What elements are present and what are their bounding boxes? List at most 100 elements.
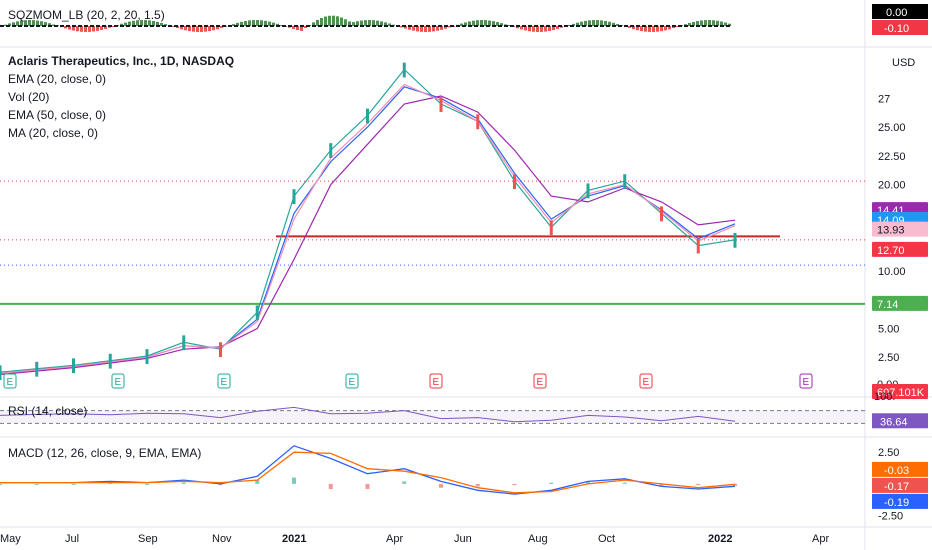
macd-badge-text-1: -0.17	[884, 481, 909, 493]
candle-16	[586, 183, 590, 199]
sqz-bar-268	[268, 21, 271, 26]
sqz-bar-552	[552, 26, 555, 31]
sqz-bar-120	[120, 23, 123, 26]
macd-badge-0: -0.03	[872, 461, 928, 477]
price-badge-6: 607.101K	[872, 384, 928, 399]
sqz-bar-728	[728, 23, 731, 26]
candle-19	[696, 238, 700, 254]
price-tick-10: 27	[878, 93, 890, 105]
sqz-bar-676	[676, 26, 679, 27]
price-tick-2: 5.00	[878, 323, 899, 335]
macd-badge-1: -0.17	[872, 477, 928, 493]
candle-12	[439, 97, 443, 112]
sqz-bar-316	[316, 19, 319, 26]
sqz-bar-460	[460, 23, 463, 26]
sqz-bar-432	[432, 26, 435, 32]
sqz-bar-152	[152, 21, 155, 26]
sqz-bar-328	[328, 15, 331, 26]
sqz-bar-540	[540, 26, 543, 32]
earnings-marker-label-6: E	[643, 377, 650, 388]
sqz-bar-320	[320, 17, 323, 26]
macd-label: MACD (12, 26, close, 9, EMA, EMA)	[8, 446, 202, 460]
candle-0	[0, 365, 2, 381]
rsi-label: RSI (14, close)	[8, 404, 88, 418]
sqz-bar-248	[248, 20, 251, 26]
candle-6	[219, 342, 222, 358]
price-badge-text-4: 7.14	[877, 299, 898, 311]
sqz-badge-0: 0.00	[872, 4, 928, 19]
sqz-bar-580	[580, 21, 583, 26]
sqz-bar-632	[632, 26, 635, 30]
candle-13	[476, 114, 480, 130]
sqz-bar-644	[644, 26, 647, 32]
earnings-marker-0: E	[3, 373, 17, 389]
candle-10	[366, 108, 369, 124]
sqz-bar-124	[124, 22, 127, 26]
macd-hist-9	[328, 483, 333, 489]
x-tick-5: Apr	[386, 533, 403, 545]
x-tick-2: Sep	[138, 533, 158, 545]
rsi-tick-100: 100.	[874, 391, 895, 403]
indicator-ema20: EMA (20, close, 0)	[8, 72, 107, 86]
rsi-line	[0, 406, 736, 423]
sqz-bar-608	[608, 21, 611, 26]
sqz-bar-324	[324, 16, 327, 26]
earnings-marker-label-4: E	[433, 377, 440, 388]
sqz-bar-724	[724, 22, 727, 26]
candle-9	[329, 143, 333, 158]
indicator-ma20: MA (20, close, 0)	[8, 126, 99, 140]
sqz-bar-176	[176, 26, 179, 29]
sqz-bar-196	[196, 26, 199, 32]
sqz-bar-72	[72, 26, 75, 31]
sqz-bar-68	[68, 26, 71, 30]
macd-hist-15	[549, 482, 554, 484]
sqz-bar-712	[712, 20, 715, 26]
sqz-bar-256	[256, 20, 259, 26]
earnings-marker-3: E	[345, 373, 359, 389]
sqz-bar-416	[416, 26, 419, 32]
sqz-bar-76	[76, 26, 79, 32]
x-tick-9: 2022	[708, 533, 732, 545]
macd-hist-5	[181, 482, 186, 484]
sqz-bar-4	[4, 24, 7, 26]
earnings-marker-label-1: E	[115, 377, 122, 388]
sqzmom-legend: SQZMOM_LB (20, 2, 20, 1.5)	[8, 6, 165, 24]
candle-8	[292, 189, 296, 205]
earnings-marker-label-7: E	[803, 377, 810, 388]
sqz-bar-100	[100, 26, 103, 30]
price-badge-3: 12.70	[872, 241, 928, 257]
earnings-marker-5: E	[533, 373, 547, 389]
sqz-bar-544	[544, 26, 547, 32]
sqz-bar-240	[240, 21, 243, 26]
macd-legend: MACD (12, 26, close, 9, EMA, EMA)	[8, 444, 201, 462]
sqz-bar-28	[28, 20, 31, 26]
sqz-bar-688	[688, 23, 691, 26]
x-tick-4: 2021	[282, 533, 306, 545]
price-tick-4: 10.00	[878, 266, 906, 278]
sqz-bar-720	[720, 21, 723, 26]
sqz-bar-276	[276, 23, 279, 26]
sqz-bar-696	[696, 21, 699, 26]
sqz-bar-536	[536, 26, 539, 32]
sqz-bar-356	[356, 21, 359, 26]
sqz-bar-212	[212, 26, 215, 31]
sqz-bar-700	[700, 20, 703, 26]
macd-hist-13	[475, 483, 480, 487]
sqz-bar-332	[332, 15, 335, 26]
sqz-bar-516	[516, 26, 519, 29]
sqz-bar-640	[640, 26, 643, 32]
x-tick-10: Apr	[812, 533, 829, 545]
sqz-bar-636	[636, 26, 639, 31]
sqz-bar-364	[364, 20, 367, 26]
sqz-bar-420	[420, 26, 423, 32]
sqz-bar-612	[612, 22, 615, 26]
sqz-bar-548	[548, 26, 551, 31]
sqz-bar-64	[64, 26, 67, 29]
candle-4	[145, 349, 149, 364]
price-badge-text-6: 607.101K	[877, 387, 925, 399]
sqz-bar-404	[404, 26, 407, 29]
macd-hist-7	[255, 480, 260, 484]
sqz-bar-48	[48, 23, 51, 26]
sqz-bar-576	[576, 22, 579, 26]
